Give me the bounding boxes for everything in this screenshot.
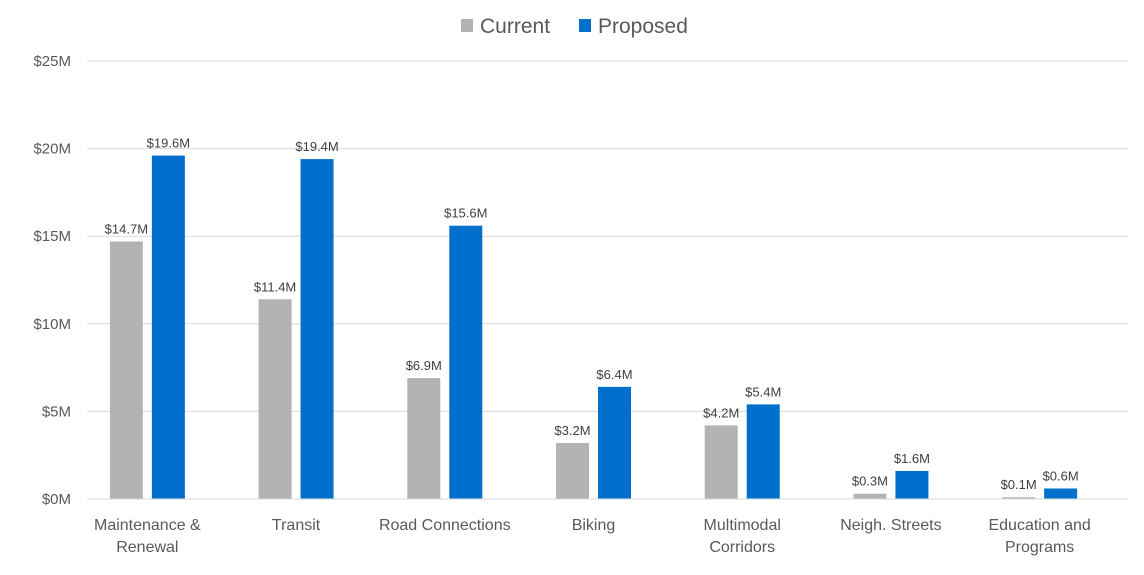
bar-proposed xyxy=(746,404,780,499)
data-labels: $14.7M $19.6M $11.4M $19.4M $6.9M $15.6M $3.2M… xyxy=(105,136,1079,493)
y-tick-label: $15M xyxy=(33,228,71,245)
x-axis: Maintenance & Renewal Transit Road Connecti… xyxy=(87,498,1128,556)
data-label: $15.6M xyxy=(444,206,487,221)
x-tick-label: Neigh. Streets xyxy=(840,517,941,534)
bar-proposed xyxy=(151,155,185,499)
bar-current xyxy=(704,425,738,499)
data-label: $6.9M xyxy=(406,358,442,373)
data-label: $19.4M xyxy=(295,139,338,154)
legend-label-current: Current xyxy=(480,15,550,38)
bar-proposed xyxy=(300,159,334,499)
data-label: $4.2M xyxy=(703,405,739,420)
legend: Current Proposed xyxy=(461,15,688,38)
data-label: $0.6M xyxy=(1043,468,1079,483)
y-tick-label: $10M xyxy=(33,316,71,333)
data-label: $19.6M xyxy=(147,136,190,151)
bar-current xyxy=(407,378,441,499)
x-tick-label: Transit xyxy=(272,517,321,534)
bar-proposed xyxy=(449,225,483,500)
data-label: $0.3M xyxy=(852,474,888,489)
data-label: $3.2M xyxy=(554,423,590,438)
data-label: $11.4M xyxy=(254,279,296,294)
y-tick-label: $25M xyxy=(33,53,71,70)
x-tick-label: Road Connections xyxy=(379,517,511,534)
data-label: $5.4M xyxy=(745,384,781,399)
bar-proposed xyxy=(598,386,631,499)
data-label: $0.1M xyxy=(1001,477,1037,492)
data-label: $1.6M xyxy=(894,451,930,466)
bar-current xyxy=(556,442,589,499)
legend-swatch-current xyxy=(461,19,473,32)
bar-current xyxy=(258,299,292,499)
bar-current xyxy=(1002,497,1036,499)
bars xyxy=(109,155,1078,500)
legend-swatch-proposed xyxy=(579,19,591,32)
y-tick-label: $20M xyxy=(33,141,71,158)
data-label: $6.4M xyxy=(596,367,632,382)
bar-current xyxy=(853,493,887,499)
data-label: $14.7M xyxy=(105,221,148,236)
y-tick-label: $5M xyxy=(42,403,71,420)
y-tick-label: $0M xyxy=(42,491,71,508)
x-tick-label: Biking xyxy=(572,517,616,534)
bar-current xyxy=(109,241,143,499)
bar-proposed xyxy=(1044,488,1078,499)
bar-proposed xyxy=(895,470,929,499)
x-tick-label: Maintenance & Renewal xyxy=(94,517,201,556)
y-axis: $0M $5M $10M $15M $20M $25M xyxy=(33,53,71,508)
x-tick-label: Education and Programs xyxy=(988,517,1090,556)
legend-label-proposed: Proposed xyxy=(598,15,688,38)
x-tick-label: Multimodal Corridors xyxy=(704,517,781,556)
